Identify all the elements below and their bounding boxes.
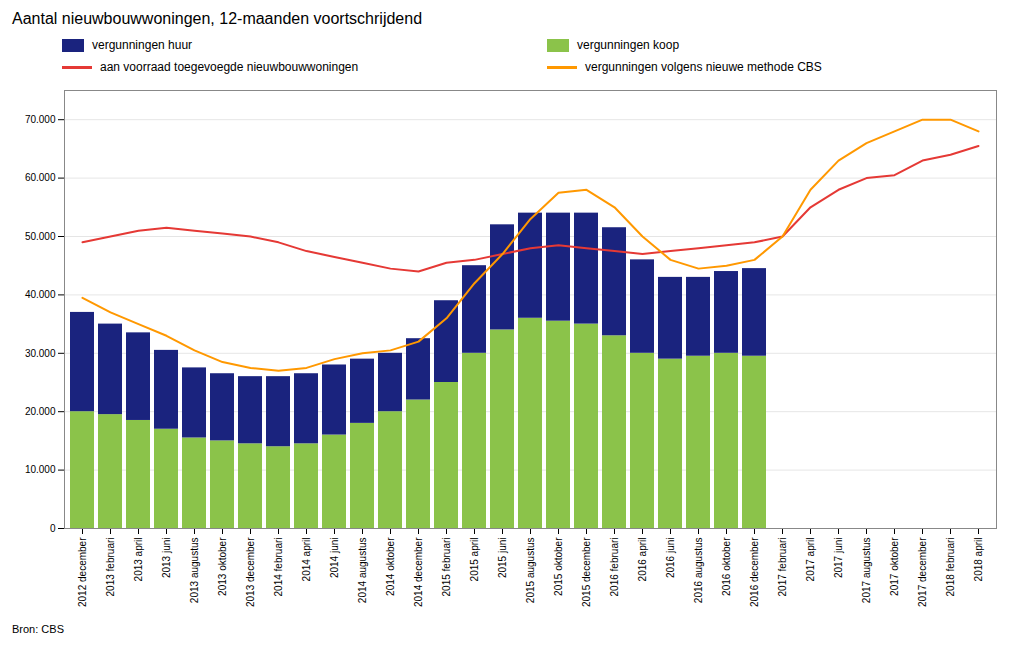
svg-text:2014 april: 2014 april [301, 538, 312, 582]
svg-text:2013 februari: 2013 februari [105, 538, 116, 597]
svg-text:2013 december: 2013 december [245, 537, 256, 607]
svg-text:30.000: 30.000 [25, 348, 56, 359]
svg-text:0: 0 [50, 523, 56, 534]
svg-text:20.000: 20.000 [25, 406, 56, 417]
svg-text:2013 oktober: 2013 oktober [217, 537, 228, 596]
svg-text:2016 oktober: 2016 oktober [721, 537, 732, 596]
svg-text:2017 augustus: 2017 augustus [861, 538, 872, 604]
svg-text:2012 december: 2012 december [77, 537, 88, 607]
svg-text:2017 juni: 2017 juni [833, 538, 844, 579]
svg-text:2016 augustus: 2016 augustus [693, 538, 704, 604]
svg-text:2014 augustus: 2014 augustus [357, 538, 368, 604]
svg-text:2016 december: 2016 december [749, 537, 760, 607]
svg-text:10.000: 10.000 [25, 464, 56, 475]
svg-text:2016 april: 2016 april [637, 538, 648, 582]
svg-text:2017 december: 2017 december [917, 537, 928, 607]
svg-text:2017 oktober: 2017 oktober [889, 537, 900, 596]
html-text:vergunningen volgens nieuwe me: vergunningen volgens nieuwe methode CBS [585, 60, 822, 74]
svg-text:2016 februari: 2016 februari [609, 538, 620, 597]
svg-text:2017 februari: 2017 februari [777, 538, 788, 597]
svg-text:2018 februari: 2018 februari [945, 538, 956, 597]
svg-text:70.000: 70.000 [25, 114, 56, 125]
svg-text:2014 juni: 2014 juni [329, 538, 340, 579]
svg-text:2017 april: 2017 april [805, 538, 816, 582]
svg-text:2018 april: 2018 april [973, 538, 984, 582]
svg-text:2015 augustus: 2015 augustus [525, 538, 536, 604]
svg-text:2014 oktober: 2014 oktober [385, 537, 396, 596]
html-text:Aantal nieuwbouwwoningen, 12-m: Aantal nieuwbouwwoningen, 12-maanden voo… [12, 10, 422, 27]
svg-text:2015 oktober: 2015 oktober [553, 537, 564, 596]
svg-text:2013 juni: 2013 juni [161, 538, 172, 579]
svg-text:2016 juni: 2016 juni [665, 538, 676, 579]
svg-text:2013 augustus: 2013 augustus [189, 538, 200, 604]
svg-text:40.000: 40.000 [25, 289, 56, 300]
svg-text:50.000: 50.000 [25, 231, 56, 242]
svg-text:2015 december: 2015 december [581, 537, 592, 607]
svg-text:2015 juni: 2015 juni [497, 538, 508, 579]
html-text:vergunningen koop: vergunningen koop [577, 38, 680, 52]
svg-text:2014 februari: 2014 februari [273, 538, 284, 597]
html-text:vergunningen huur: vergunningen huur [92, 38, 193, 52]
svg-text:60.000: 60.000 [25, 172, 56, 183]
svg-text:2015 februari: 2015 februari [441, 538, 452, 597]
svg-text:2013 april: 2013 april [133, 538, 144, 582]
svg-text:2015 april: 2015 april [469, 538, 480, 582]
svg-text:2014 december: 2014 december [413, 537, 424, 607]
html-text:Bron: CBS: Bron: CBS [12, 623, 64, 635]
html-text:aan voorraad toegevoegde nieuw: aan voorraad toegevoegde nieuwbouwwoning… [100, 60, 359, 74]
